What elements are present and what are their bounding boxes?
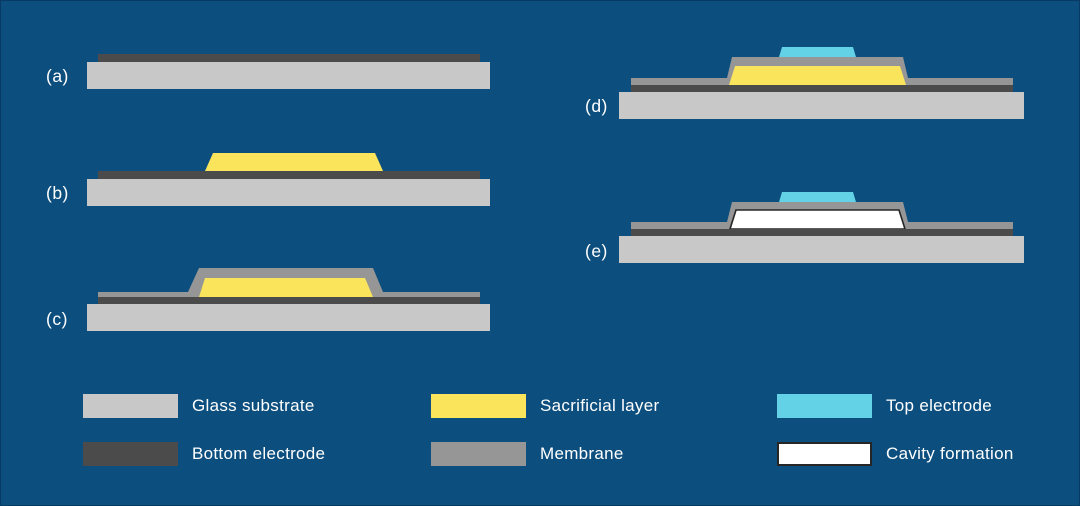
step-a-group <box>87 54 490 89</box>
step-b-group <box>87 153 490 206</box>
step-c-sacrificial-layer <box>199 278 373 297</box>
step-a-glass-substrate <box>87 62 490 89</box>
legend-label: Membrane <box>540 444 624 463</box>
glass-substrate-swatch <box>83 394 178 418</box>
legend-item-sacrificial-layer: Sacrificial layer <box>431 394 659 418</box>
membrane-swatch <box>431 442 526 466</box>
step-e-glass-substrate <box>619 236 1024 263</box>
step-c-group <box>87 268 490 331</box>
legend-item-cavity-formation: Cavity formation <box>777 442 1014 466</box>
step-d-top-electrode <box>779 47 856 57</box>
legend-label: Top electrode <box>886 396 992 415</box>
step-label-c: (c) <box>46 309 68 329</box>
step-e-bottom-electrode <box>631 229 1013 236</box>
step-e-group <box>619 192 1024 263</box>
step-c-bottom-electrode <box>98 297 480 304</box>
step-label-d: (d) <box>585 96 608 116</box>
step-b-sacrificial-layer <box>205 153 383 171</box>
legend-item-membrane: Membrane <box>431 442 624 466</box>
legend-label: Bottom electrode <box>192 444 326 463</box>
step-e-cavity <box>728 209 907 230</box>
legend-item-top-electrode: Top electrode <box>777 394 992 418</box>
step-label-e: (e) <box>585 241 608 261</box>
step-e-top-electrode <box>779 192 856 202</box>
step-d-glass-substrate <box>619 92 1024 119</box>
step-d-bottom-electrode <box>631 85 1013 92</box>
step-d-group <box>619 47 1024 119</box>
sacrificial-layer-swatch <box>431 394 526 418</box>
step-label-a: (a) <box>46 66 69 86</box>
step-b-bottom-electrode <box>98 171 480 179</box>
step-label-b: (b) <box>46 183 69 203</box>
step-c-glass-substrate <box>87 304 490 331</box>
legend-label: Sacrificial layer <box>540 396 660 415</box>
step-d-sacrificial-layer <box>729 66 906 85</box>
cavity-formation-swatch <box>777 442 872 466</box>
legend-item-glass-substrate: Glass substrate <box>83 394 315 418</box>
step-b-glass-substrate <box>87 179 490 206</box>
legend-item-bottom-electrode: Bottom electrode <box>83 442 325 466</box>
step-a-bottom-electrode <box>98 54 480 62</box>
bottom-electrode-swatch <box>83 442 178 466</box>
legend-label: Glass substrate <box>192 396 315 415</box>
legend-label: Cavity formation <box>886 444 1014 463</box>
top-electrode-swatch <box>777 394 872 418</box>
